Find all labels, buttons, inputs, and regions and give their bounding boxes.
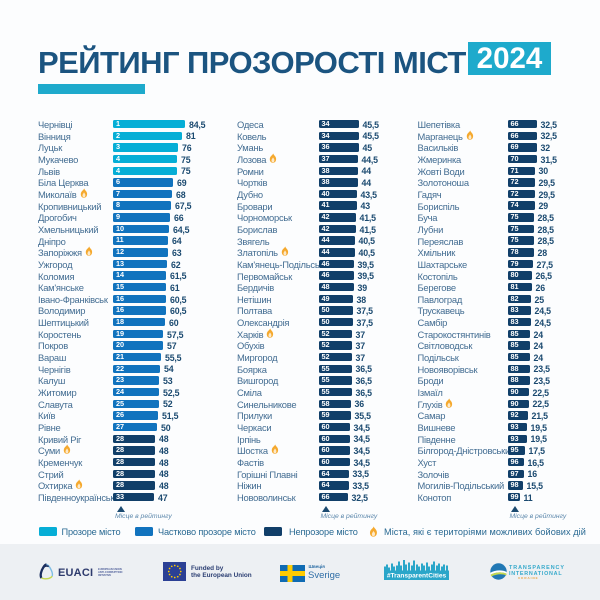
svg-text:#TransparentCities: #TransparentCities xyxy=(387,572,447,579)
